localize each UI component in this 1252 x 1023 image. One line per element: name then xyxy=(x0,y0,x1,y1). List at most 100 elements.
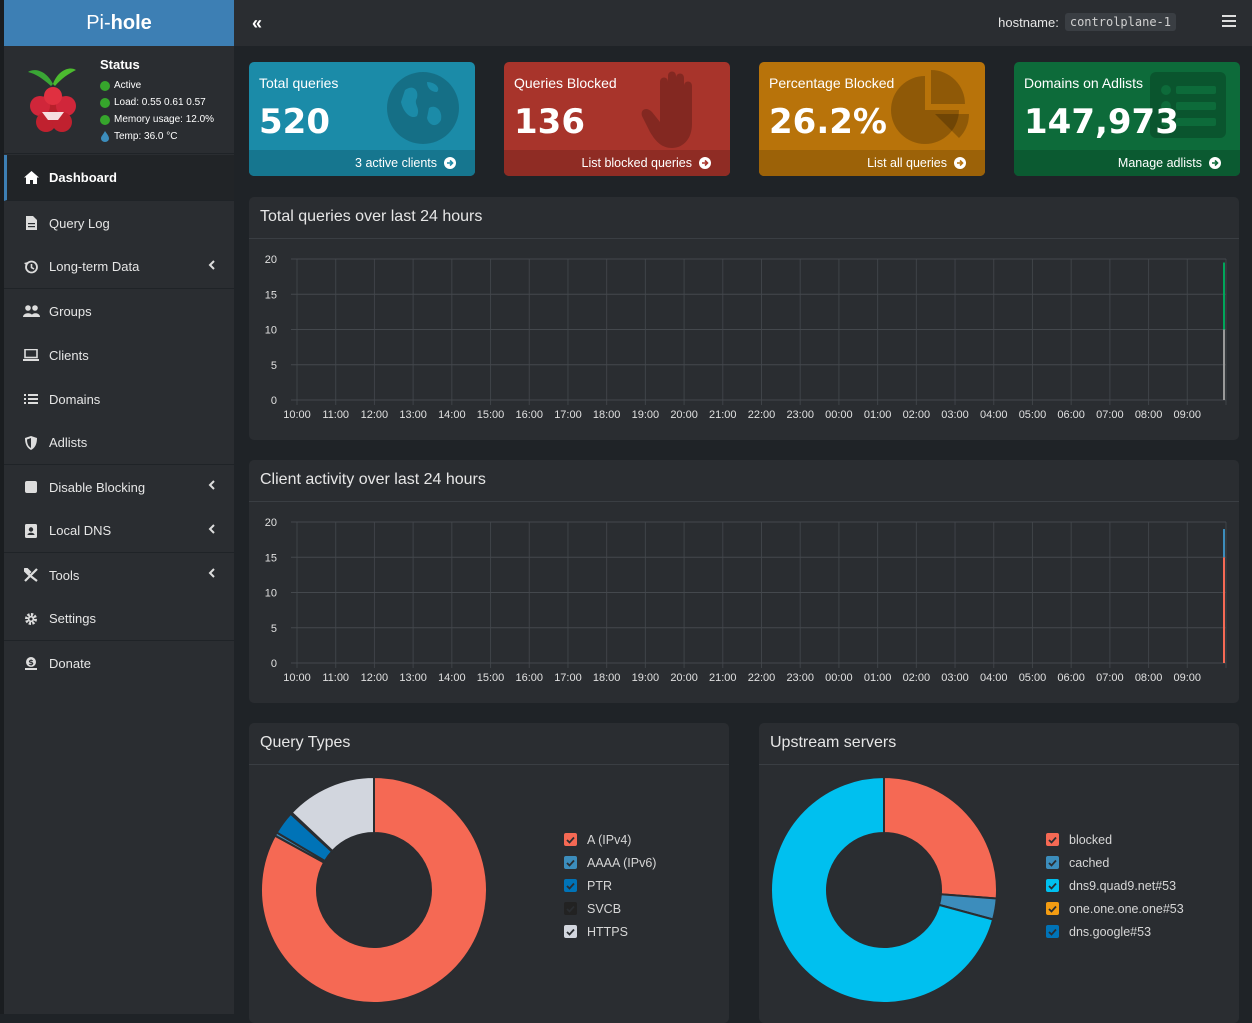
bar[interactable] xyxy=(1223,557,1225,663)
y-tick-label: 20 xyxy=(265,517,277,529)
legend-item[interactable]: HTTPS xyxy=(564,920,656,943)
query-types-panel: Query Types A (IPv4) AAAA (IPv6) PTR SVCB HT… xyxy=(249,723,729,1023)
legend-item[interactable]: blocked xyxy=(1046,828,1184,851)
card-footer-text: 3 active clients xyxy=(355,156,437,170)
address-book-icon xyxy=(22,523,40,539)
x-tick-label: 06:00 xyxy=(1057,672,1085,684)
history-icon xyxy=(22,259,40,275)
bar[interactable] xyxy=(1223,329,1225,401)
panel-title: Total queries over last 24 hours xyxy=(260,208,483,225)
sidebar-item-settings[interactable]: Settings xyxy=(4,597,234,641)
card-footer-text: List all queries xyxy=(867,156,947,170)
queries-blocked-card: Queries Blocked 136 List blocked queries xyxy=(504,62,730,176)
status-load-text: Load: 0.55 0.61 0.57 xyxy=(114,97,206,108)
brand-logo[interactable]: Pi-hole xyxy=(4,0,234,46)
x-tick-label: 03:00 xyxy=(941,672,969,684)
hamburger-menu-icon[interactable] xyxy=(1222,14,1236,28)
sidebar-item-label: Long-term Data xyxy=(49,259,140,274)
list-all-queries-link[interactable]: List all queries xyxy=(759,150,985,176)
sidebar-item-dashboard[interactable]: Dashboard xyxy=(4,155,234,201)
x-tick-label: 18:00 xyxy=(593,409,621,421)
legend-item[interactable]: SVCB xyxy=(564,897,656,920)
x-tick-label: 07:00 xyxy=(1096,672,1124,684)
legend-item[interactable]: PTR xyxy=(564,874,656,897)
list-blocked-queries-link[interactable]: List blocked queries xyxy=(504,150,730,176)
sidebar-item-long-term-data[interactable]: Long-term Data xyxy=(4,245,234,289)
bar[interactable] xyxy=(1223,262,1225,330)
list-alt-icon xyxy=(1150,72,1226,138)
svg-text:$: $ xyxy=(28,658,34,667)
x-tick-label: 01:00 xyxy=(864,409,892,421)
legend-item[interactable]: cached xyxy=(1046,851,1184,874)
x-tick-label: 13:00 xyxy=(399,409,427,421)
checkbox-icon[interactable] xyxy=(564,902,577,915)
sidebar-item-local-dns[interactable]: Local DNS xyxy=(4,509,234,553)
donut-slice[interactable] xyxy=(883,775,998,900)
legend-item[interactable]: A (IPv4) xyxy=(564,828,656,851)
x-tick-label: 12:00 xyxy=(361,672,389,684)
sidebar-toggle-button[interactable]: « xyxy=(252,13,263,33)
checkbox-icon[interactable] xyxy=(1046,856,1059,869)
x-tick-label: 11:00 xyxy=(322,409,349,421)
bar[interactable] xyxy=(1223,529,1225,558)
hostname-label: hostname: xyxy=(998,14,1059,30)
x-tick-label: 02:00 xyxy=(903,409,931,421)
donut-slice[interactable] xyxy=(260,775,488,1004)
checkbox-icon[interactable] xyxy=(1046,833,1059,846)
total-queries-panel: Total queries over last 24 hours 0 5 10 15 2… xyxy=(249,197,1239,440)
card-footer-text: List blocked queries xyxy=(581,156,692,170)
legend-label: AAAA (IPv6) xyxy=(587,855,657,870)
status-active: Active xyxy=(100,80,141,91)
stop-icon xyxy=(22,479,40,495)
y-tick-label: 15 xyxy=(265,289,277,301)
x-tick-label: 20:00 xyxy=(670,672,698,684)
sidebar-item-clients[interactable]: Clients xyxy=(4,333,234,377)
x-tick-label: 12:00 xyxy=(361,409,389,421)
card-value: 520 xyxy=(259,102,330,142)
legend-item[interactable]: dns9.quad9.net#53 xyxy=(1046,874,1184,897)
sidebar-item-tools[interactable]: Tools xyxy=(4,553,234,597)
y-tick-label: 15 xyxy=(265,552,277,564)
card-footer-text: Manage adlists xyxy=(1117,156,1202,170)
checkbox-icon[interactable] xyxy=(564,879,577,892)
sidebar-item-groups[interactable]: Groups xyxy=(4,289,234,333)
manage-adlists-link[interactable]: Manage adlists xyxy=(1014,150,1240,176)
x-tick-label: 05:00 xyxy=(1019,409,1047,421)
checkbox-icon[interactable] xyxy=(564,833,577,846)
checkbox-icon[interactable] xyxy=(1046,879,1059,892)
card-title: Queries Blocked xyxy=(514,75,617,91)
sidebar-item-query-log[interactable]: Query Log xyxy=(4,201,234,245)
sidebar-item-domains[interactable]: Domains xyxy=(4,377,234,421)
checkbox-icon[interactable] xyxy=(564,925,577,938)
sidebar-item-label: Donate xyxy=(49,655,91,671)
checkbox-icon[interactable] xyxy=(1046,902,1059,915)
query-types-legend: A (IPv4) AAAA (IPv6) PTR SVCB HTTPS xyxy=(564,828,656,943)
arrow-circle-right-icon xyxy=(699,157,711,169)
sidebar-item-adlists[interactable]: Adlists xyxy=(4,421,234,465)
x-tick-label: 15:00 xyxy=(477,672,505,684)
x-tick-label: 09:00 xyxy=(1174,409,1202,421)
total-queries-card: Total queries 520 3 active clients xyxy=(249,62,475,176)
active-clients-link[interactable]: 3 active clients xyxy=(249,150,475,176)
arrow-circle-right-icon xyxy=(1209,157,1221,169)
x-tick-label: 13:00 xyxy=(399,672,427,684)
card-title: Domains on Adlists xyxy=(1024,75,1144,91)
legend-item[interactable]: dns.google#53 xyxy=(1046,920,1184,943)
legend-item[interactable]: AAAA (IPv6) xyxy=(564,851,656,874)
legend-item[interactable]: one.one.one.one#53 xyxy=(1046,897,1184,920)
x-tick-label: 14:00 xyxy=(438,672,466,684)
card-title: Percentage Blocked xyxy=(769,75,895,91)
checkbox-icon[interactable] xyxy=(564,856,577,869)
x-tick-label: 14:00 xyxy=(438,409,466,421)
hostname-value: controlplane-1 xyxy=(1064,13,1176,31)
x-tick-label: 15:00 xyxy=(477,409,505,421)
sidebar-item-disable-blocking[interactable]: Disable Blocking xyxy=(4,465,234,509)
donut-slice[interactable] xyxy=(770,775,995,1004)
donut-slice[interactable] xyxy=(290,775,375,853)
legend-label: SVCB xyxy=(587,901,622,916)
checkbox-icon[interactable] xyxy=(1046,925,1059,938)
raspberry-logo-icon xyxy=(28,68,76,132)
sidebar-item-donate[interactable]: $ Donate xyxy=(4,641,234,685)
y-tick-label: 5 xyxy=(271,623,277,635)
upstream-servers-legend: blocked cached dns9.quad9.net#53 one.one.on… xyxy=(1046,828,1184,943)
